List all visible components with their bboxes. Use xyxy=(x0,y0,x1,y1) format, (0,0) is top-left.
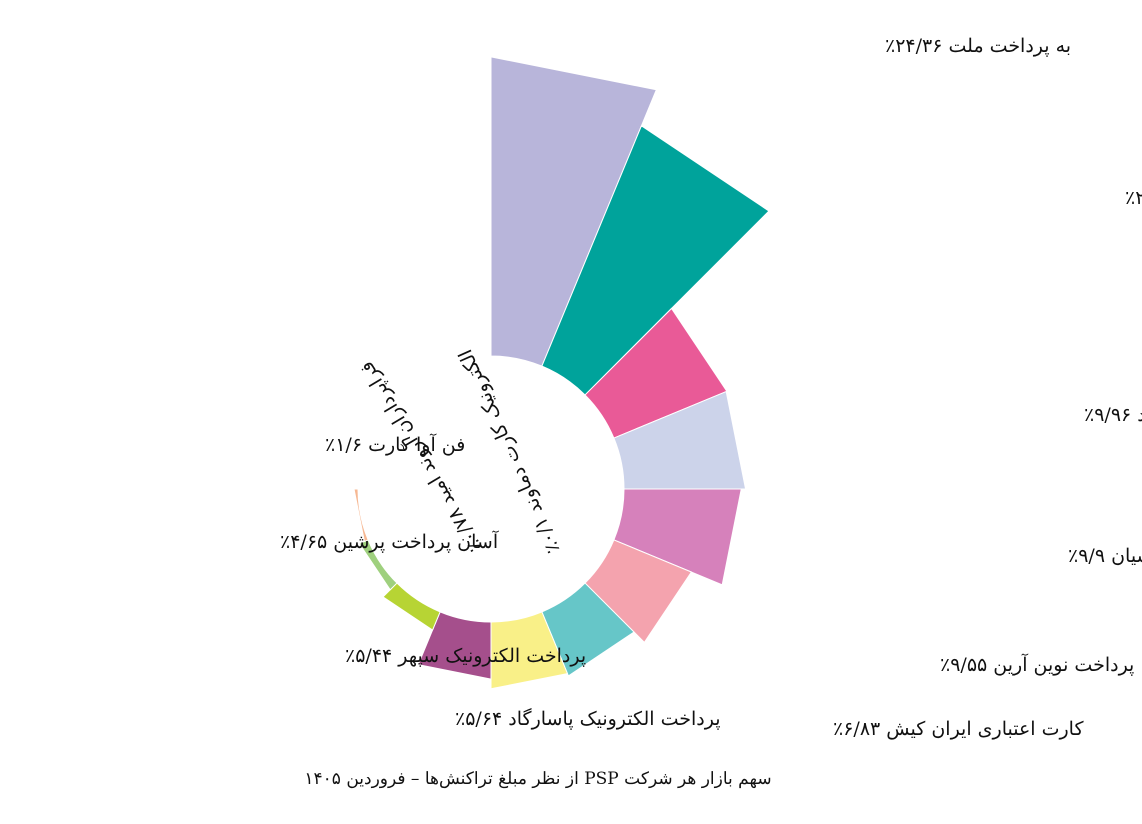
slice-label-5: پرداخت نوین آرین ۹/۵۵٪ xyxy=(940,653,1134,676)
slice-label-10: فن آوا کارت ۱/۶٪ xyxy=(325,433,465,456)
slice-label-7: پرداخت الکترونیک پاسارگاد ۵/۶۴٪ xyxy=(455,707,721,730)
slice-label-6: کارت اعتباری ایران کیش ۶/۸۳٪ xyxy=(833,718,1084,740)
chart-slices xyxy=(353,56,770,690)
slice-label-1: به پرداخت ملت ۲۴/۳۶٪ xyxy=(885,35,1071,57)
slice-label-2: پرداخت الکترونیک سامان ۲۱/۱۸٪ xyxy=(1125,187,1142,209)
slice-label-3: پرداخت الکترونیک سداد ۹/۹۶٪ xyxy=(1084,404,1142,426)
slice-label-8: پرداخت الکترونیک سپهر ۵/۴۴٪ xyxy=(345,645,586,667)
slice-12 xyxy=(353,488,369,543)
chart-title: سهم بازار هر شرکت PSP از نظر مبلغ تراکنش… xyxy=(304,769,771,789)
slice-label-11: فراپرداران آروند امید ۰/۷۸٪ xyxy=(355,357,487,556)
slice-label-9: آسان پرداخت پرشین ۴/۶۵٪ xyxy=(280,530,499,553)
slice-10 xyxy=(382,582,441,631)
slice-label-4: تجارت الکترونیک پارسیان ۹/۹٪ xyxy=(1068,545,1142,567)
